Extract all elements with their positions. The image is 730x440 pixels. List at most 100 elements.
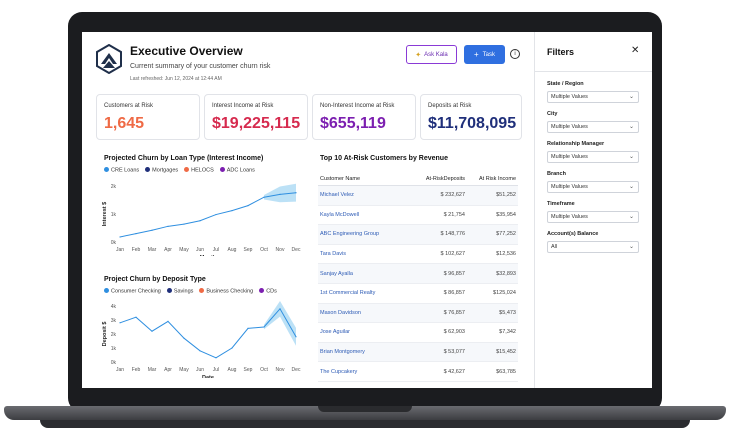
table-row[interactable]: Michael Velez $ 232,627 $51,252 — [318, 186, 518, 206]
main-content: Executive Overview Current summary of yo… — [82, 32, 534, 388]
close-icon[interactable]: ✕ — [631, 45, 640, 56]
table-body: Michael Velez $ 232,627 $51,252 Kayla McDow… — [318, 186, 518, 382]
customer-name-link[interactable]: Michael Velez — [320, 192, 354, 199]
customer-name-link[interactable]: Tara Davis — [320, 251, 346, 258]
task-button[interactable]: + Task — [464, 45, 505, 64]
x-axis-label: Date — [202, 375, 214, 378]
table-row[interactable]: ABC Engineering Group $ 148,776 $77,252 — [318, 225, 518, 245]
data-point — [247, 327, 249, 329]
legend-item: Business Checking — [199, 288, 253, 295]
x-tick-label: Apr — [164, 367, 172, 373]
filter-value: Multiple Values — [551, 184, 588, 190]
at-risk-deposits-cell: $ 42,627 — [443, 368, 465, 375]
filter-select[interactable]: Multiple Values ⌄ — [547, 91, 639, 103]
at-risk-deposits-cell: $ 21,754 — [443, 211, 465, 218]
legend-dot-icon — [145, 167, 151, 172]
filter-select[interactable]: Multiple Values ⌄ — [547, 121, 639, 133]
customer-name-link[interactable]: Kayla McDowell — [320, 211, 360, 218]
x-tick-label: Mar — [148, 247, 157, 253]
at-risk-deposits-cell: $ 148,776 — [440, 231, 465, 238]
chevron-down-icon: ⌄ — [628, 154, 634, 160]
at-risk-income-cell: $15,452 — [496, 349, 516, 356]
customer-name-link[interactable]: ABC Engineering Group — [320, 231, 380, 238]
data-point — [199, 350, 201, 352]
filter-select[interactable]: Multiple Values ⌄ — [547, 211, 639, 223]
y-tick-label: 0k — [111, 240, 117, 246]
legend-dot-icon — [259, 288, 265, 293]
y-tick-label: 0k — [111, 360, 117, 366]
customer-name-link[interactable]: The Cupcakery — [320, 368, 358, 375]
table-row[interactable]: The Cupcakery $ 42,627 $63,785 — [318, 362, 518, 382]
filter-select[interactable]: Multiple Values ⌄ — [547, 151, 639, 163]
legend-label: HELOCS — [191, 167, 214, 174]
kpi-deposits-at-risk: Deposits at Risk $11,708,095 — [420, 94, 522, 140]
at-risk-income-cell: $5,473 — [499, 309, 516, 316]
data-point — [215, 357, 217, 359]
task-label: Task — [482, 51, 495, 58]
top10-title: Top 10 At-Risk Customers by Revenue — [320, 155, 448, 162]
kpi-label: Deposits at Risk — [428, 103, 472, 109]
col-at-risk-income[interactable]: At Risk Income — [479, 175, 516, 182]
laptop-base — [4, 406, 726, 420]
sparkle-icon: ✦ — [415, 51, 422, 59]
data-point — [167, 320, 169, 322]
table-row[interactable]: Tara Davis $ 102,627 $12,536 — [318, 245, 518, 265]
legend-dot-icon — [219, 167, 225, 172]
chevron-down-icon: ⌄ — [628, 244, 634, 250]
legend-dot-icon — [166, 288, 172, 293]
x-tick-label: Jul — [213, 367, 219, 373]
filter-select[interactable]: All ⌄ — [547, 241, 639, 253]
data-point — [279, 308, 281, 310]
legend-item: CRE Loans — [104, 167, 139, 174]
table-row[interactable]: 1st Commercial Realty $ 86,857 $125,024 — [318, 284, 518, 304]
legend-label: CRE Loans — [111, 167, 140, 174]
chevron-down-icon: ⌄ — [628, 184, 634, 190]
laptop-notch — [318, 406, 412, 412]
filter-label: Account(s) Balance — [547, 231, 599, 237]
deposit-chart-legend: Consumer Checking Savings Business Checkin… — [104, 288, 277, 295]
loan-chart-title: Projected Churn by Loan Type (Interest I… — [104, 155, 264, 162]
legend-label: Business Checking — [206, 288, 254, 295]
y-axis-label: Deposit $ — [102, 322, 108, 347]
filter-select[interactable]: Multiple Values ⌄ — [547, 181, 639, 193]
customer-name-link[interactable]: Sanjay Ayalla — [320, 270, 353, 277]
ask-kala-button[interactable]: ✦ Ask Kala — [406, 45, 457, 64]
x-tick-label: Dec — [292, 247, 301, 253]
table-row[interactable]: Brian Montgomery $ 53,077 $15,452 — [318, 342, 518, 363]
y-tick-label: 1k — [111, 346, 117, 352]
x-tick-label: May — [179, 367, 189, 373]
customer-name-link[interactable]: 1st Commercial Realty — [320, 290, 376, 297]
kpi-label: Non-Interest Income at Risk — [320, 103, 395, 109]
chevron-down-icon: ⌄ — [628, 214, 634, 220]
data-point — [183, 223, 185, 225]
table-row[interactable]: Kayla McDowell $ 21,754 $35,954 — [318, 206, 518, 226]
legend-label: CDs — [266, 288, 277, 295]
y-tick-label: 2k — [111, 332, 117, 338]
data-point — [199, 220, 201, 222]
legend-label: Savings — [173, 288, 194, 295]
filter-label: City — [547, 111, 558, 117]
legend-label: Consumer Checking — [111, 288, 161, 295]
top10-table: Customer Name At-RiskDeposits At Risk In… — [318, 172, 518, 382]
table-row[interactable]: Mason Davidson $ 76,857 $5,473 — [318, 303, 518, 324]
customer-name-link[interactable]: Mason Davidson — [320, 309, 361, 316]
x-tick-label: Feb — [132, 247, 141, 253]
page-title: Executive Overview — [130, 44, 243, 58]
col-customer-name[interactable]: Customer Name — [320, 175, 361, 182]
legend-item: HELOCS — [184, 167, 214, 174]
filter-value: All — [551, 244, 558, 250]
data-point — [215, 213, 217, 216]
legend-item: Mortgages — [145, 167, 178, 174]
customer-name-link[interactable]: Jose Aguilar — [320, 329, 350, 336]
kpi-interest-income: Interest Income at Risk $19,225,115 — [204, 94, 308, 140]
legend-dot-icon — [104, 167, 109, 172]
filters-panel: Filters ✕ State / Region Multiple Values ⌄… — [534, 32, 652, 388]
table-row[interactable]: Sanjay Ayalla $ 96,857 $32,893 — [318, 264, 518, 284]
at-risk-income-cell: $32,893 — [496, 270, 516, 277]
info-icon[interactable]: i — [510, 49, 520, 59]
data-point — [295, 336, 297, 338]
customer-name-link[interactable]: Brian Montgomery — [320, 349, 365, 356]
col-at-risk-deposits[interactable]: At-RiskDeposits — [425, 175, 465, 182]
table-row[interactable]: Jose Aguilar $ 62,903 $7,342 — [318, 323, 518, 343]
